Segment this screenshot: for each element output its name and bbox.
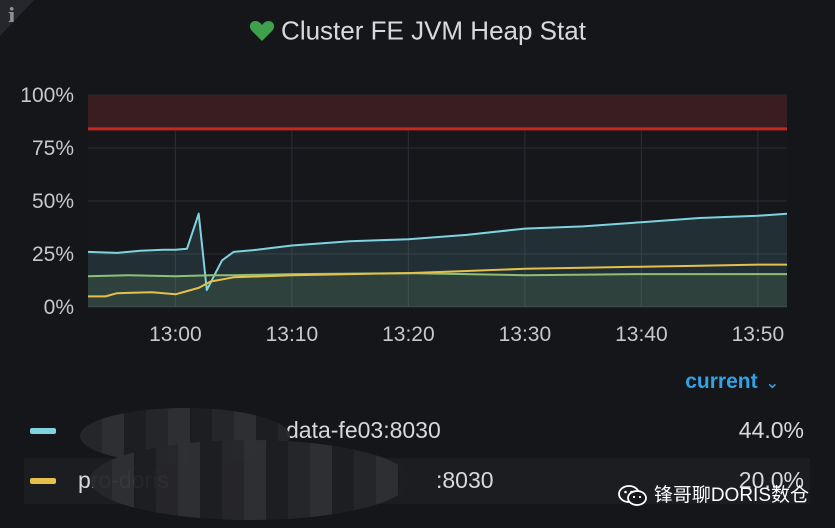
y-tick-label: 50% — [32, 190, 74, 213]
threshold-fill — [88, 95, 787, 129]
series-line — [87, 272, 787, 278]
series-current-value: 44.0% — [738, 417, 804, 443]
series-current-value: 20.0% — [738, 467, 804, 493]
series-lines — [87, 212, 788, 298]
x-tick-label: 13:10 — [266, 323, 319, 346]
y-tick-label: 0% — [44, 296, 74, 319]
x-tick-label: 13:50 — [732, 323, 785, 346]
x-axis: 13:00 13:10 13:20 13:30 13:40 13:50 — [149, 323, 784, 346]
watermark: 锋哥聊DORIS数仓 — [617, 480, 809, 508]
y-axis: 0% 25% 50% 75% 100% — [20, 84, 74, 319]
legend-sort-current[interactable]: current ⌄ — [685, 370, 779, 394]
y-tick-label: 75% — [32, 137, 74, 160]
legend-item[interactable]: data-fe03:8030 44.0% — [24, 408, 810, 454]
y-tick-label: 25% — [32, 243, 74, 266]
panel-title: Cluster FE JVM Heap Stat — [281, 15, 586, 46]
series-line — [88, 263, 787, 298]
x-tick-label: 13:20 — [382, 323, 435, 346]
wechat-icon — [617, 485, 647, 506]
series-line — [87, 212, 788, 291]
legend-current-label: current — [685, 370, 758, 393]
threshold-band — [88, 95, 787, 131]
chevron-down-icon: ⌄ — [765, 375, 779, 392]
x-tick-label: 13:40 — [615, 323, 668, 346]
info-icon[interactable]: i — [8, 3, 16, 27]
x-tick-label: 13:00 — [149, 323, 202, 346]
series-name[interactable]: data-fe03:8030 — [286, 417, 441, 443]
heap-chart[interactable]: 0% 25% 50% 75% 100% 13:00 13:10 13:20 13:30 13:4… — [0, 80, 835, 360]
x-tick-label: 13:30 — [499, 323, 552, 346]
series-name-suffix[interactable]: :8030 — [436, 467, 494, 493]
series-area — [88, 213, 787, 307]
series-color-swatch[interactable] — [30, 428, 56, 434]
y-tick-label: 100% — [20, 84, 74, 107]
series-area — [88, 273, 787, 307]
redaction-blur — [90, 440, 410, 520]
series-color-swatch[interactable] — [30, 478, 56, 484]
panel-title-bar[interactable]: Cluster FE JVM Heap Stat — [0, 14, 835, 47]
heart-icon — [249, 21, 275, 42]
series-areas — [88, 213, 787, 307]
watermark-text: 锋哥聊DORIS数仓 — [653, 485, 809, 506]
